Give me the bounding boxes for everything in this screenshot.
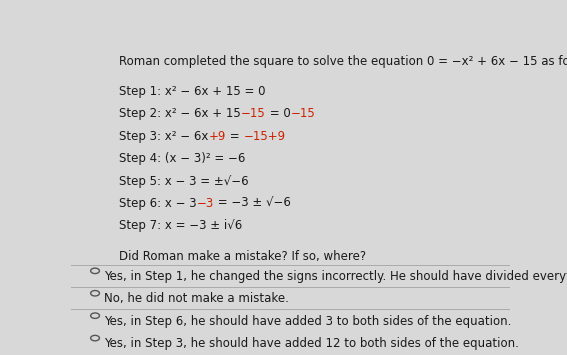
Text: No, he did not make a mistake.: No, he did not make a mistake.	[104, 293, 289, 305]
Text: Yes, in Step 3, he should have added 12 to both sides of the equation.: Yes, in Step 3, he should have added 12 …	[104, 337, 519, 350]
Text: Roman completed the square to solve the equation 0 = −x² + 6x − 15 as follows.: Roman completed the square to solve the …	[119, 55, 567, 68]
Text: −15+9: −15+9	[243, 130, 285, 143]
Text: Step 4: (x − 3)² = −6: Step 4: (x − 3)² = −6	[119, 152, 246, 165]
Text: Step 5: x − 3 = ±√−6: Step 5: x − 3 = ±√−6	[119, 175, 249, 188]
Text: =: =	[226, 130, 243, 143]
Text: = 0: = 0	[266, 107, 290, 120]
Text: Step 6: x − 3: Step 6: x − 3	[119, 197, 197, 210]
Text: Yes, in Step 1, he changed the signs incorrectly. He should have divided everyth: Yes, in Step 1, he changed the signs inc…	[104, 270, 567, 283]
Text: −15: −15	[241, 107, 266, 120]
Text: −3: −3	[197, 197, 214, 210]
Text: Step 1: x² − 6x + 15 = 0: Step 1: x² − 6x + 15 = 0	[119, 85, 266, 98]
Text: = −3 ± √−6: = −3 ± √−6	[214, 197, 291, 210]
Text: +9: +9	[209, 130, 226, 143]
Text: Step 2: x² − 6x + 15: Step 2: x² − 6x + 15	[119, 107, 241, 120]
Text: Did Roman make a mistake? If so, where?: Did Roman make a mistake? If so, where?	[119, 250, 366, 263]
Text: −15: −15	[290, 107, 315, 120]
Text: Step 3: x² − 6x: Step 3: x² − 6x	[119, 130, 209, 143]
Text: Yes, in Step 6, he should have added 3 to both sides of the equation.: Yes, in Step 6, he should have added 3 t…	[104, 315, 511, 328]
Text: Step 7: x = −3 ± i√6: Step 7: x = −3 ± i√6	[119, 219, 243, 233]
